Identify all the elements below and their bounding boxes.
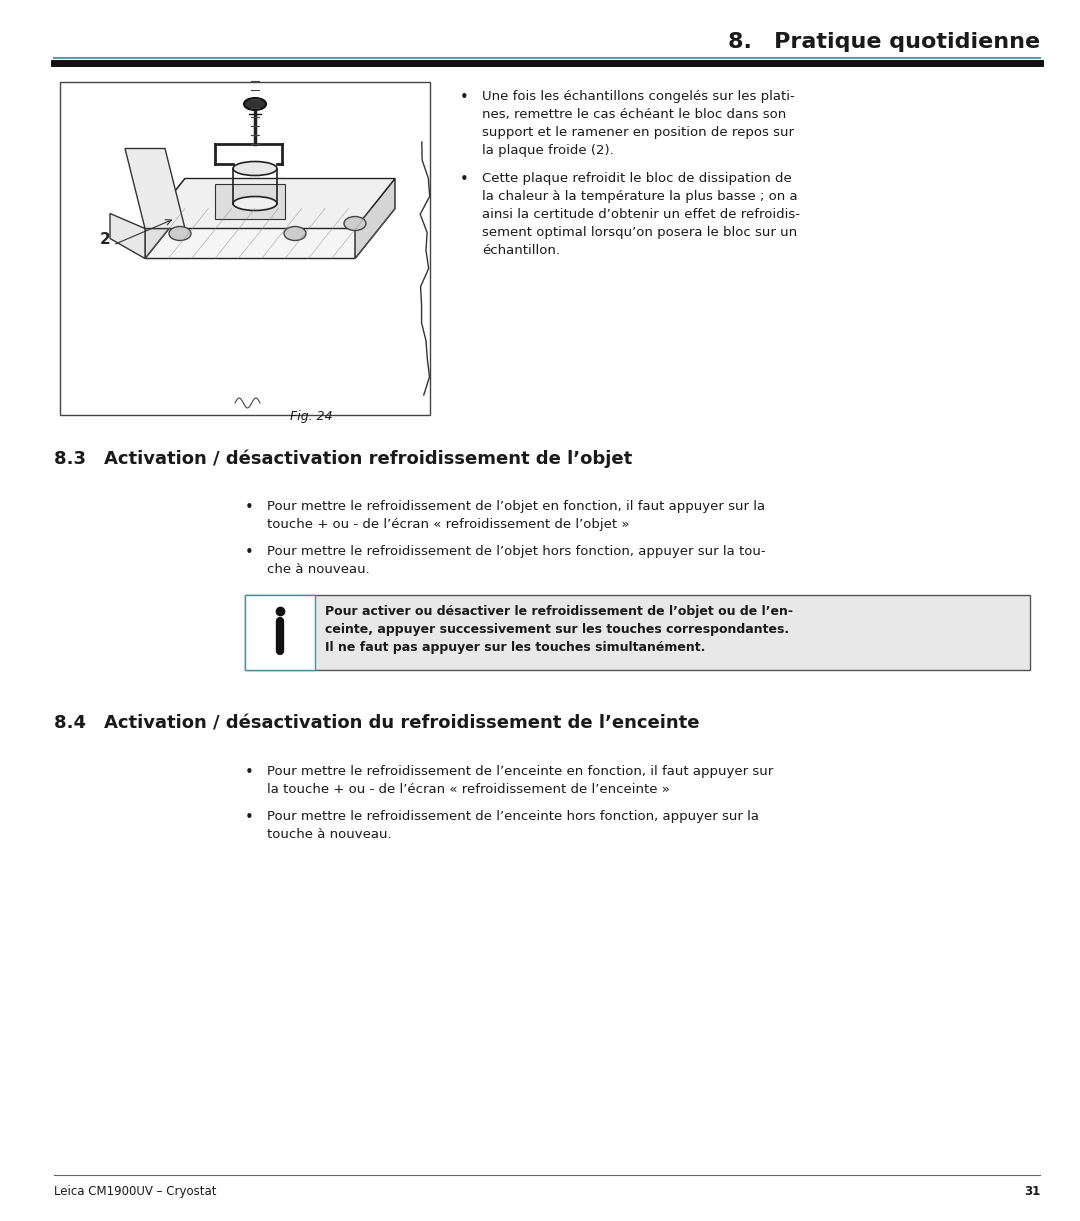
Text: Cette plaque refroidit le bloc de dissipation de: Cette plaque refroidit le bloc de dissip…: [482, 172, 792, 186]
Text: 8. Pratique quotidienne: 8. Pratique quotidienne: [728, 32, 1040, 53]
Polygon shape: [355, 178, 395, 259]
Polygon shape: [125, 149, 185, 228]
Text: sement optimal lorsqu’on posera le bloc sur un: sement optimal lorsqu’on posera le bloc …: [482, 226, 797, 239]
Ellipse shape: [233, 161, 276, 176]
Text: •: •: [245, 545, 254, 560]
Text: Pour mettre le refroidissement de l’objet hors fonction, appuyer sur la tou-: Pour mettre le refroidissement de l’obje…: [267, 545, 766, 558]
Text: la chaleur à la température la plus basse ; on a: la chaleur à la température la plus bass…: [482, 190, 798, 203]
Text: la touche + ou - de l’écran « refroidissement de l’enceinte »: la touche + ou - de l’écran « refroidiss…: [267, 783, 670, 796]
Text: la plaque froide (2).: la plaque froide (2).: [482, 144, 613, 158]
Text: ceinte, appuyer successivement sur les touches correspondantes.: ceinte, appuyer successivement sur les t…: [325, 623, 789, 636]
Polygon shape: [145, 209, 395, 259]
Polygon shape: [110, 214, 145, 259]
Text: support et le ramener en position de repos sur: support et le ramener en position de rep…: [482, 126, 794, 139]
Polygon shape: [145, 178, 395, 228]
Text: Il ne faut pas appuyer sur les touches simultanément.: Il ne faut pas appuyer sur les touches s…: [325, 641, 705, 654]
Ellipse shape: [168, 227, 191, 241]
Text: échantillon.: échantillon.: [482, 244, 561, 256]
Text: che à nouveau.: che à nouveau.: [267, 563, 369, 576]
Ellipse shape: [345, 216, 366, 231]
Text: ainsi la certitude d’obtenir un effet de refroidis-: ainsi la certitude d’obtenir un effet de…: [482, 208, 800, 221]
Text: •: •: [460, 90, 469, 105]
Text: Pour mettre le refroidissement de l’enceinte en fonction, il faut appuyer sur: Pour mettre le refroidissement de l’ence…: [267, 766, 773, 778]
Bar: [60, 82, 430, 415]
Text: Pour mettre le refroidissement de l’enceinte hors fonction, appuyer sur la: Pour mettre le refroidissement de l’ence…: [267, 810, 759, 823]
Text: touche + ou - de l’écran « refroidissement de l’objet »: touche + ou - de l’écran « refroidisseme…: [267, 518, 630, 531]
Bar: [245, 595, 1030, 670]
Text: touche à nouveau.: touche à nouveau.: [267, 828, 392, 841]
Text: •: •: [245, 501, 254, 515]
Text: Leica CM1900UV – Cryostat: Leica CM1900UV – Cryostat: [54, 1186, 216, 1198]
Ellipse shape: [284, 227, 306, 241]
Bar: [245, 595, 315, 670]
Text: Fig. 24: Fig. 24: [291, 410, 333, 422]
Text: •: •: [460, 172, 469, 187]
Text: 8.3 Activation / désactivation refroidissement de l’objet: 8.3 Activation / désactivation refroidis…: [54, 451, 632, 469]
Text: 2: 2: [99, 232, 110, 248]
Ellipse shape: [233, 197, 276, 210]
Text: Pour activer ou désactiver le refroidissement de l’objet ou de l’en-: Pour activer ou désactiver le refroidiss…: [325, 604, 793, 618]
Ellipse shape: [244, 98, 266, 110]
Polygon shape: [215, 183, 285, 219]
Text: 8.4 Activation / désactivation du refroidissement de l’enceinte: 8.4 Activation / désactivation du refroi…: [54, 716, 700, 733]
Polygon shape: [145, 178, 185, 259]
Text: 31: 31: [1024, 1186, 1040, 1198]
Bar: [245, 595, 1030, 670]
Text: •: •: [245, 810, 254, 825]
Text: Une fois les échantillons congelés sur les plati-: Une fois les échantillons congelés sur l…: [482, 90, 795, 103]
Text: •: •: [245, 766, 254, 780]
Text: Pour mettre le refroidissement de l’objet en fonction, il faut appuyer sur la: Pour mettre le refroidissement de l’obje…: [267, 501, 765, 513]
Text: nes, remettre le cas échéant le bloc dans son: nes, remettre le cas échéant le bloc dan…: [482, 107, 786, 121]
